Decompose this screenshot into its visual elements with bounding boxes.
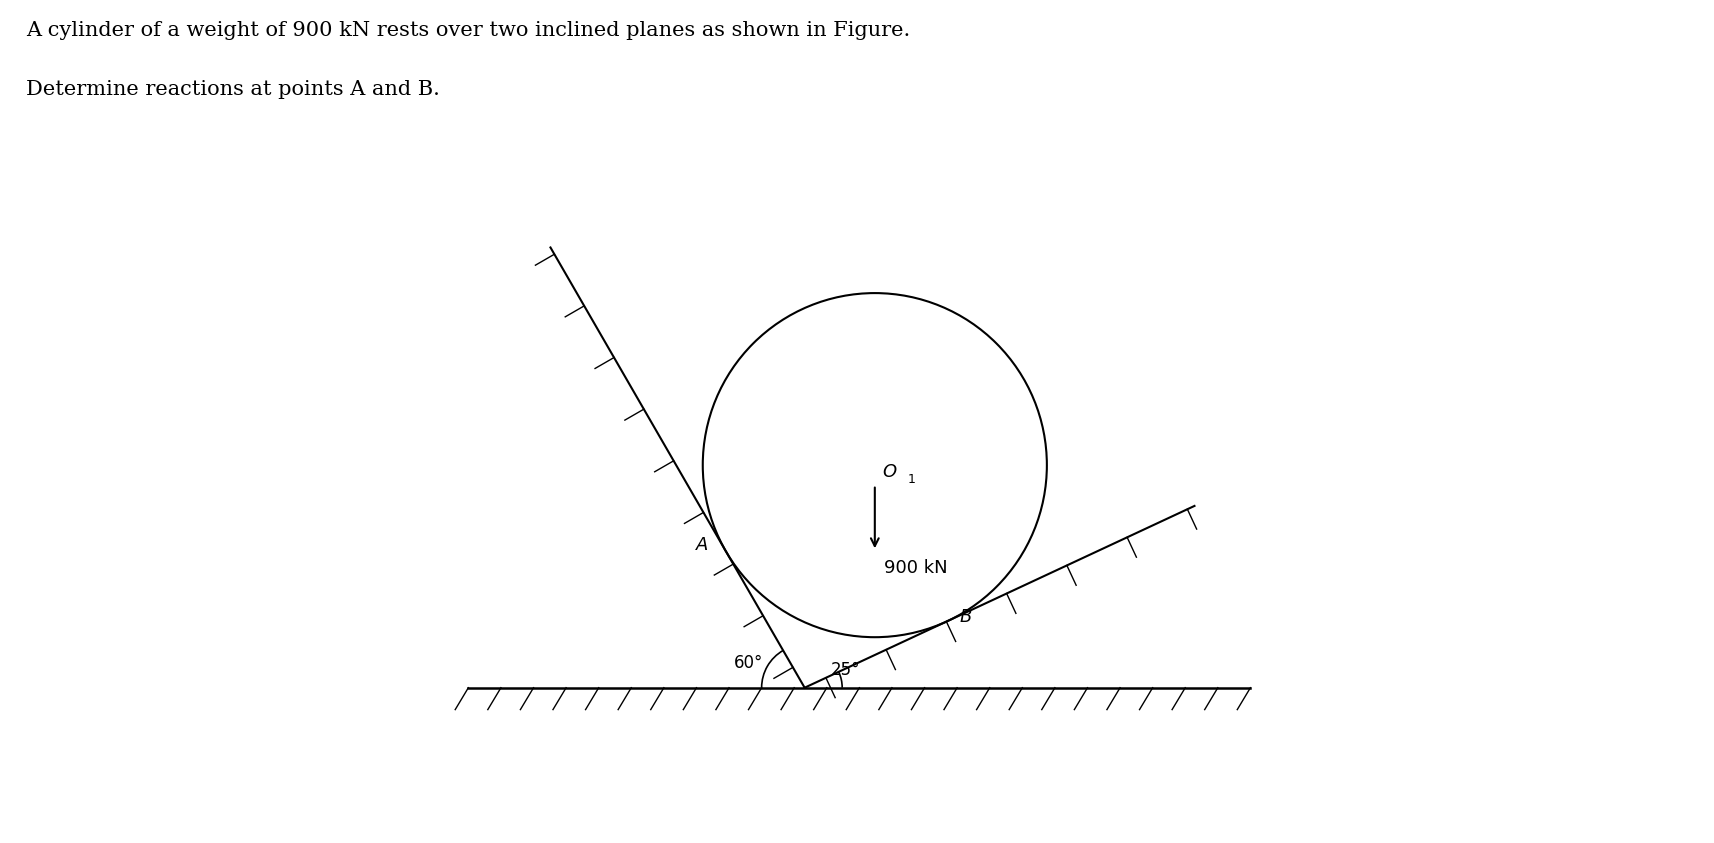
Text: 1: 1: [907, 473, 915, 486]
Text: A: A: [696, 536, 708, 554]
Text: B: B: [958, 608, 972, 626]
Text: Determine reactions at points A and B.: Determine reactions at points A and B.: [26, 80, 439, 99]
Text: O: O: [883, 463, 896, 481]
Text: 900 kN: 900 kN: [884, 559, 948, 577]
Text: A cylinder of a weight of 900 kN rests over two inclined planes as shown in Figu: A cylinder of a weight of 900 kN rests o…: [26, 21, 910, 40]
Text: 25°: 25°: [830, 662, 859, 679]
Text: 60°: 60°: [734, 653, 763, 672]
